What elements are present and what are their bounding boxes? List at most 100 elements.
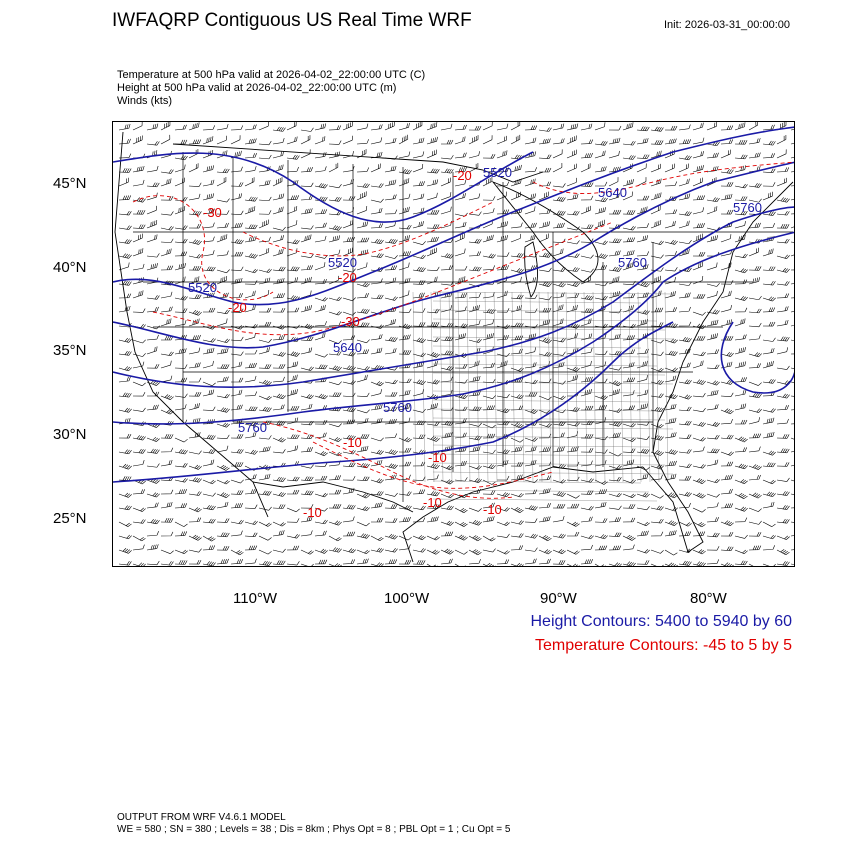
wind-barb: [720, 335, 734, 341]
wind-barb: [384, 265, 398, 271]
wind-barb: [202, 479, 216, 485]
wind-barb: [118, 350, 132, 356]
wind-barb: [118, 449, 132, 455]
wind-barb: [678, 560, 692, 566]
wind-barb: [762, 521, 776, 527]
wind-barb: [524, 178, 536, 187]
wind-barb: [454, 265, 468, 271]
wind-barb: [230, 125, 244, 131]
wind-barb: [762, 408, 776, 413]
wind-barb: [356, 339, 370, 344]
wind-barb: [552, 479, 566, 484]
gulf-coastline: [402, 466, 644, 563]
wind-barb: [622, 362, 635, 369]
wind-barb: [482, 479, 496, 485]
wind-barb: [510, 191, 521, 201]
wind-barb: [244, 323, 258, 329]
height-contour-5520: [113, 151, 534, 223]
wind-barb: [580, 506, 594, 511]
county-line: [432, 309, 650, 313]
wind-barb: [692, 446, 705, 453]
wind-barb: [622, 544, 635, 551]
wind-barb: [510, 507, 524, 514]
wind-barb: [468, 375, 481, 383]
wind-barb: [622, 293, 636, 299]
wind-barb: [370, 547, 384, 553]
wind-barb: [286, 307, 300, 313]
wind-barb: [132, 353, 146, 357]
county-line: [412, 291, 417, 483]
wind-barb: [244, 153, 257, 159]
wind-barb: [384, 548, 398, 553]
wind-barb: [538, 319, 551, 327]
wind-barb: [454, 221, 467, 229]
wind-barb: [188, 223, 202, 229]
wind-barb: [384, 122, 395, 131]
wind-barb: [636, 389, 649, 397]
temperature-contour-label: -10: [423, 495, 442, 510]
wind-barb: [160, 178, 172, 187]
wind-barb: [496, 150, 508, 159]
wind-barb: [566, 304, 578, 313]
wind-barb: [678, 281, 692, 286]
county-line: [432, 408, 658, 412]
wind-barb: [398, 206, 410, 215]
wind-barb: [356, 506, 370, 512]
wind-barb: [188, 347, 201, 355]
wind-barb: [524, 479, 538, 483]
wind-barb: [776, 149, 787, 159]
wind-barb: [664, 403, 677, 411]
wind-barb: [720, 451, 734, 456]
wind-barb: [622, 504, 636, 509]
county-line: [432, 318, 658, 322]
wind-barb: [664, 251, 677, 257]
wind-barb: [496, 308, 510, 313]
wind-barb: [132, 233, 143, 243]
wind-barb: [594, 122, 606, 131]
wind-barb: [468, 266, 482, 272]
wind-barb: [594, 394, 608, 400]
wind-barb: [552, 503, 566, 509]
wind-barb: [202, 222, 215, 229]
wind-barb: [468, 125, 482, 131]
wind-barb: [454, 306, 467, 313]
wind-barb: [622, 422, 636, 428]
wind-barb: [440, 520, 454, 526]
wind-barb: [300, 434, 314, 439]
wind-barb: [678, 163, 689, 173]
wind-barb: [356, 249, 369, 257]
wind-barb: [202, 434, 216, 440]
wind-barb: [636, 251, 650, 257]
wind-barb: [230, 490, 244, 495]
wind-barb: [412, 420, 426, 426]
wind-barb: [426, 504, 440, 509]
temp-contour-c: [152, 221, 614, 336]
wind-barb: [524, 391, 538, 397]
wind-barb: [720, 474, 733, 481]
wind-barb: [790, 490, 794, 497]
wind-barb: [762, 140, 776, 146]
wind-barb: [664, 209, 678, 215]
wind-barb: [734, 419, 748, 425]
wind-barb: [524, 137, 537, 145]
wind-barb: [538, 233, 549, 243]
wind-barb: [468, 211, 482, 216]
wind-barb: [692, 251, 706, 257]
wind-barb: [258, 346, 270, 355]
wind-barb: [692, 507, 706, 513]
wind-barb: [664, 393, 678, 400]
wind-barb: [706, 122, 718, 131]
wind-barb: [202, 193, 215, 201]
wind-barb: [594, 150, 606, 159]
wind-barb: [356, 322, 370, 328]
wind-barb: [188, 276, 200, 285]
wind-barb: [174, 263, 186, 271]
wind-barb: [160, 531, 174, 537]
wind-barb: [342, 297, 356, 302]
wind-barb: [790, 137, 794, 145]
wind-barb: [146, 492, 160, 498]
wind-barb: [174, 348, 187, 355]
wind-barb: [188, 309, 202, 316]
wind-barb: [426, 352, 440, 358]
wind-barb: [510, 208, 523, 215]
